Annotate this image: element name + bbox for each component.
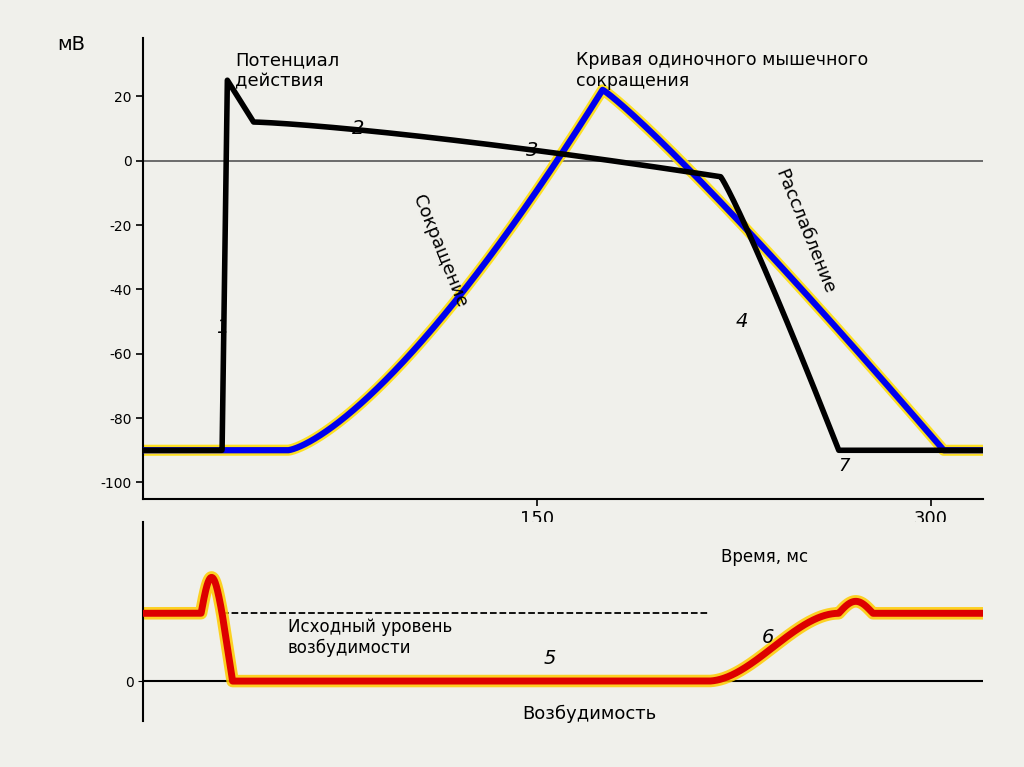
Text: 5: 5 — [544, 649, 556, 668]
Text: Потенциал
действия: Потенциал действия — [236, 51, 339, 90]
Text: 7: 7 — [839, 457, 850, 476]
Text: 2: 2 — [352, 119, 365, 138]
Text: 1: 1 — [216, 318, 228, 337]
Text: Возбудимость: Возбудимость — [522, 705, 656, 723]
Text: Время, мс: Время, мс — [721, 548, 808, 567]
Text: Сокращение: Сокращение — [410, 192, 471, 310]
Text: 3: 3 — [525, 141, 538, 160]
Text: Исходный уровень
возбудимости: Исходный уровень возбудимости — [288, 617, 452, 657]
Text: Кривая одиночного мышечного
сокращения: Кривая одиночного мышечного сокращения — [577, 51, 868, 90]
Text: мВ: мВ — [57, 35, 86, 54]
Text: 6: 6 — [762, 627, 774, 647]
Text: 4: 4 — [735, 312, 748, 331]
Text: Расслабление: Расслабление — [771, 166, 838, 296]
